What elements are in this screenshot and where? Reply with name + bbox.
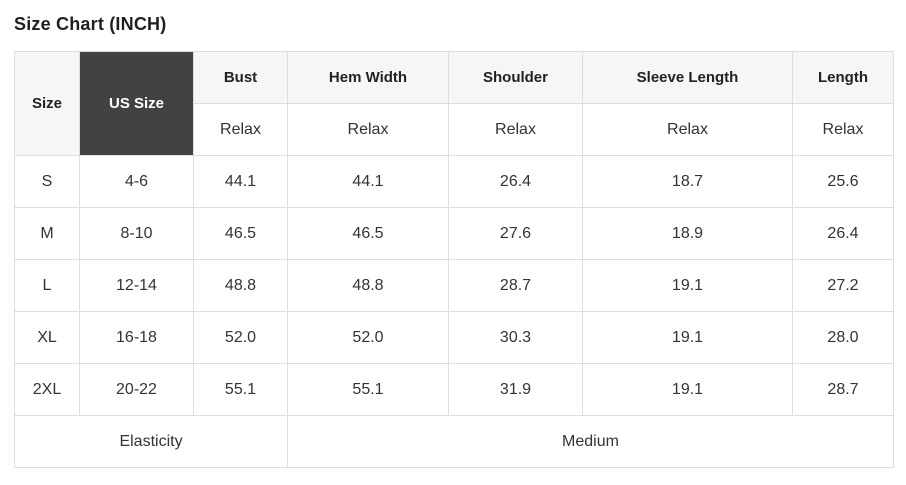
table-row-elasticity: Elasticity Medium (14, 415, 894, 468)
table-row-size-l: L 12-14 48.8 48.8 28.7 19.1 27.2 (14, 259, 894, 312)
shoulder-value: 27.6 (448, 207, 583, 260)
sleeve-length-value: 19.1 (582, 311, 793, 364)
page-title: Size Chart (INCH) (14, 14, 167, 34)
size-cell: S (14, 155, 80, 208)
header-row-measures: Size US Size Bust Hem Width Shoulder Sle… (14, 51, 894, 156)
fit-type-cell: Relax (287, 103, 449, 156)
column-header-shoulder: Shoulder (448, 51, 583, 104)
length-value: 25.6 (792, 155, 894, 208)
us-size-cell: 8-10 (79, 207, 194, 260)
fit-type-cell: Relax (792, 103, 894, 156)
fit-type-cell: Relax (582, 103, 793, 156)
column-header-bust: Bust (193, 51, 288, 104)
table-row-size-2xl: 2XL 20-22 55.1 55.1 31.9 19.1 28.7 (14, 363, 894, 416)
shoulder-value: 28.7 (448, 259, 583, 312)
length-value: 27.2 (792, 259, 894, 312)
sleeve-length-value: 18.7 (582, 155, 793, 208)
bust-value: 52.0 (193, 311, 288, 364)
size-cell: XL (14, 311, 80, 364)
bust-value: 46.5 (193, 207, 288, 260)
header-row-fit-type: Relax Relax Relax Relax Relax (15, 103, 894, 156)
column-header-us-size: US Size (79, 51, 194, 156)
size-cell: M (14, 207, 80, 260)
hem-width-value: 52.0 (287, 311, 449, 364)
column-header-hem-width: Hem Width (287, 51, 449, 104)
bust-value: 44.1 (193, 155, 288, 208)
length-value: 26.4 (792, 207, 894, 260)
shoulder-value: 30.3 (448, 311, 583, 364)
shoulder-value: 31.9 (448, 363, 583, 416)
us-size-cell: 20-22 (79, 363, 194, 416)
hem-width-value: 46.5 (287, 207, 449, 260)
table-row-size-xl: XL 16-18 52.0 52.0 30.3 19.1 28.0 (14, 311, 894, 364)
column-header-size: Size (14, 51, 80, 156)
hem-width-value: 55.1 (287, 363, 449, 416)
size-chart-table: Size US Size Bust Hem Width Shoulder Sle… (14, 51, 894, 468)
sleeve-length-value: 19.1 (582, 259, 793, 312)
elasticity-label: Elasticity (14, 415, 288, 468)
us-size-cell: 12-14 (79, 259, 194, 312)
column-header-length: Length (792, 51, 894, 104)
table-row-size-s: S 4-6 44.1 44.1 26.4 18.7 25.6 (14, 155, 894, 208)
length-value: 28.0 (792, 311, 894, 364)
fit-type-cell: Relax (448, 103, 583, 156)
elasticity-value: Medium (287, 415, 894, 468)
size-cell: L (14, 259, 80, 312)
us-size-cell: 16-18 (79, 311, 194, 364)
shoulder-value: 26.4 (448, 155, 583, 208)
bust-value: 48.8 (193, 259, 288, 312)
hem-width-value: 48.8 (287, 259, 449, 312)
length-value: 28.7 (792, 363, 894, 416)
bust-value: 55.1 (193, 363, 288, 416)
fit-type-cell: Relax (193, 103, 288, 156)
column-header-sleeve-length: Sleeve Length (582, 51, 793, 104)
table-row-size-m: M 8-10 46.5 46.5 27.6 18.9 26.4 (14, 207, 894, 260)
sleeve-length-value: 19.1 (582, 363, 793, 416)
us-size-cell: 4-6 (79, 155, 194, 208)
size-cell: 2XL (14, 363, 80, 416)
hem-width-value: 44.1 (287, 155, 449, 208)
sleeve-length-value: 18.9 (582, 207, 793, 260)
